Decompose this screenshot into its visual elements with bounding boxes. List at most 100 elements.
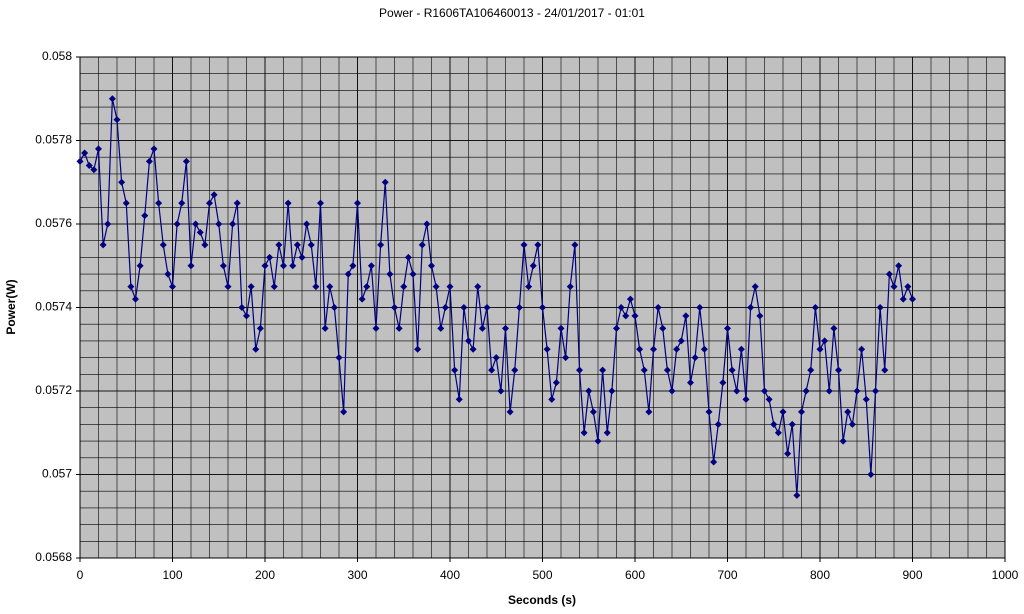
data-point <box>673 345 681 353</box>
data-point <box>613 324 620 332</box>
data-point <box>335 354 343 362</box>
y-axis-title: Power(W) <box>4 279 18 334</box>
data-point <box>663 366 671 374</box>
x-tick-label: 1000 <box>992 568 1019 582</box>
data-point <box>774 429 782 437</box>
data-point <box>155 199 163 207</box>
data-point <box>317 199 324 207</box>
data-point <box>344 270 352 278</box>
plot-border <box>79 56 1006 559</box>
data-point <box>788 420 796 428</box>
data-point <box>654 304 662 311</box>
y-tick-label: 0.0578 <box>35 133 72 147</box>
x-tick-label: 500 <box>532 568 552 582</box>
data-point <box>497 387 505 395</box>
data-point <box>321 324 329 332</box>
data-point <box>747 304 755 311</box>
data-point <box>821 337 829 345</box>
data-point <box>386 270 394 278</box>
data-point <box>358 295 366 303</box>
data-point <box>566 283 574 291</box>
data-point <box>576 366 583 374</box>
data-point <box>483 304 491 311</box>
data-point <box>502 324 509 332</box>
data-point <box>844 408 852 416</box>
data-point <box>668 387 676 395</box>
data-point <box>377 241 385 249</box>
data-point <box>881 366 889 374</box>
data-point <box>108 95 116 103</box>
data-point <box>539 304 546 311</box>
data-point <box>118 178 126 186</box>
data-point <box>784 450 792 458</box>
data-point <box>293 241 301 249</box>
data-point <box>187 262 195 270</box>
data-point <box>127 283 135 291</box>
data-point <box>705 408 713 416</box>
data-point <box>169 283 176 291</box>
data-point <box>636 345 644 353</box>
y-tick-label: 0.0568 <box>35 550 72 564</box>
data-point <box>848 420 856 428</box>
data-point <box>219 262 227 270</box>
data-point <box>631 312 639 320</box>
data-point <box>201 241 209 249</box>
data-point <box>428 262 435 270</box>
data-point <box>640 366 648 374</box>
data-point <box>580 429 588 437</box>
data-point <box>724 324 731 332</box>
data-point <box>682 312 690 320</box>
data-point <box>737 345 745 353</box>
data-point <box>617 304 625 311</box>
data-point <box>247 283 255 291</box>
data-point <box>599 366 607 374</box>
data-point <box>793 491 801 499</box>
data-point <box>280 262 287 270</box>
data-point <box>710 458 718 466</box>
data-point <box>862 395 870 403</box>
data-point <box>99 241 107 249</box>
data-point <box>141 212 149 220</box>
data-point <box>441 304 449 311</box>
data-point <box>830 324 838 332</box>
data-point <box>645 408 653 416</box>
data-point <box>178 199 186 207</box>
data-point <box>608 387 616 395</box>
data-point <box>552 379 560 387</box>
data-point <box>714 420 722 428</box>
x-tick-label: 200 <box>255 568 275 582</box>
data-point <box>104 220 112 228</box>
data-point <box>409 270 417 278</box>
data-point <box>391 304 398 311</box>
x-tick-label: 900 <box>902 568 922 582</box>
data-point <box>451 366 459 374</box>
data-point <box>414 345 422 353</box>
data-point <box>687 379 694 387</box>
data-point <box>488 366 496 374</box>
data-point <box>622 312 630 320</box>
data-point <box>270 283 278 291</box>
data-point <box>890 283 898 291</box>
x-tick-label: 400 <box>440 568 460 582</box>
data-point <box>839 437 847 445</box>
data-point <box>446 283 454 291</box>
data-point <box>548 395 556 403</box>
data-point <box>340 408 348 416</box>
data-point <box>474 283 482 291</box>
data-point <box>825 387 833 395</box>
data-point <box>298 253 306 261</box>
data-point <box>562 354 570 362</box>
data-point <box>603 429 611 437</box>
data-point <box>372 324 380 332</box>
data-point <box>400 283 408 291</box>
data-point <box>816 345 824 353</box>
data-point <box>423 220 431 228</box>
data-point <box>751 283 759 291</box>
data-point <box>534 241 542 249</box>
data-point <box>761 387 768 395</box>
data-point <box>853 387 861 395</box>
data-point <box>529 262 537 270</box>
data-point <box>418 241 426 249</box>
data-point <box>525 283 533 291</box>
data-point <box>275 241 283 249</box>
